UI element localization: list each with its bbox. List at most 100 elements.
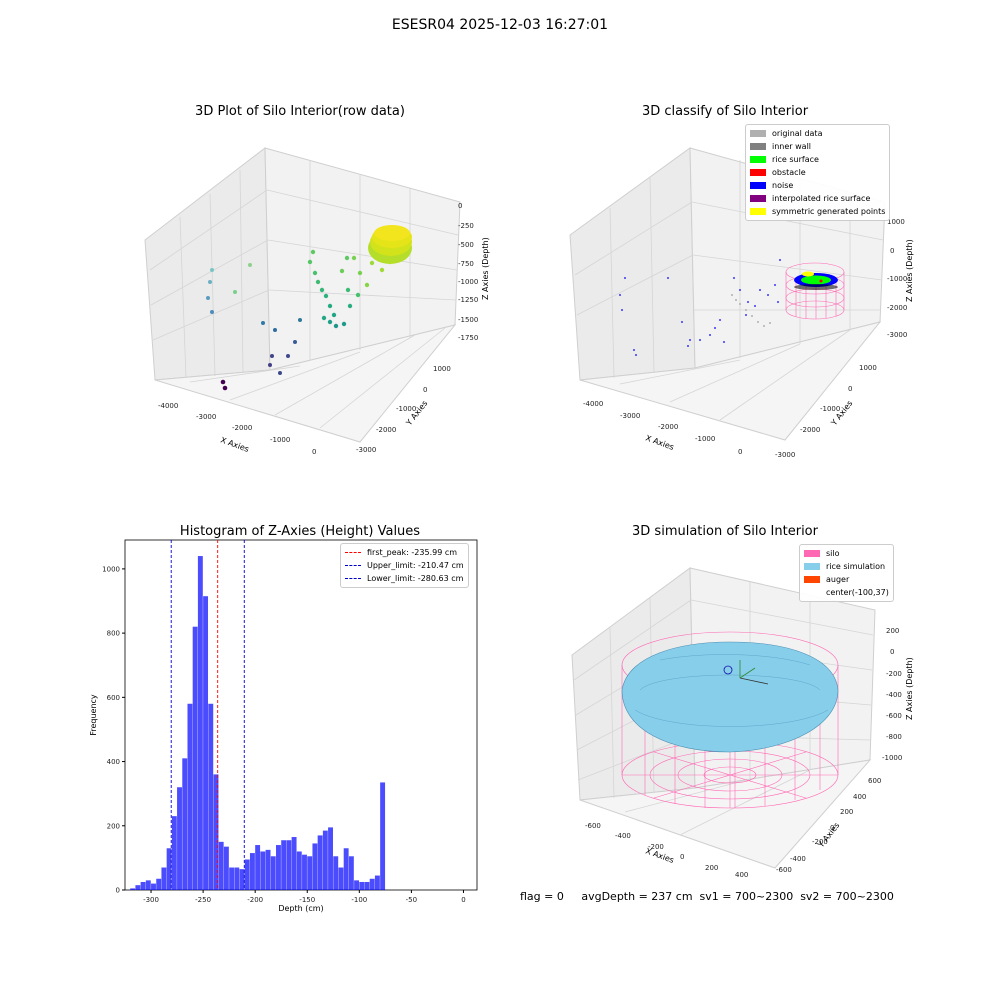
histogram-bar (291, 837, 297, 890)
plot2-ytick: -1000 (820, 405, 840, 413)
plot1-xtick: -4000 (158, 402, 178, 410)
legend-swatch (804, 589, 820, 596)
histogram-bar (338, 867, 344, 890)
plot4-ytick: 0 (830, 824, 834, 832)
histogram-xtick: -150 (299, 896, 315, 904)
legend-label: auger (826, 575, 850, 584)
legend-swatch (750, 195, 766, 202)
histogram-bar (135, 885, 141, 890)
plot2-gridlines (574, 160, 884, 421)
plot4-auger (723, 660, 769, 685)
plot4-ytick: -200 (812, 838, 828, 846)
plot2-noise-points (619, 259, 781, 356)
plot2-ytick: -2000 (800, 426, 820, 434)
histogram-bar (348, 856, 354, 890)
plot4-legend: silo rice simulation auger center(-100,3… (799, 544, 894, 602)
legend-item-lower-limit: Lower_limit: -280.63 cm (345, 572, 464, 585)
legend-item-silo: silo (804, 547, 889, 560)
legend-line (345, 565, 361, 566)
histogram-bar (364, 881, 370, 890)
histogram-xtick: -200 (247, 896, 263, 904)
histogram-bar (151, 883, 156, 890)
plot1-ztick: -1250 (458, 296, 478, 304)
legend-swatch (804, 576, 820, 583)
plot2-original-points (731, 294, 771, 327)
legend-label: obstacle (772, 168, 806, 177)
plot1-ztick: 0 (458, 202, 462, 210)
histogram-bar (265, 849, 271, 890)
legend-label: inner wall (772, 142, 812, 151)
status-line: flag = 0 avgDepth = 237 cm sv1 = 700~230… (520, 890, 894, 903)
histogram-bar (213, 774, 219, 890)
plot4-ztick: 200 (886, 627, 899, 635)
plot1-ztick: -250 (458, 222, 474, 230)
histogram-bar (286, 840, 292, 890)
histogram-yticks: 0 200 400 600 800 1000 (102, 565, 125, 895)
plot2-zlabel: Z Axies (Depth) (905, 239, 914, 302)
plot1-gridlines (149, 160, 459, 429)
legend-label: noise (772, 181, 794, 190)
plot4-axis-ticks: -600 -400 -200 0 200 400 600 400 200 0 -… (585, 627, 902, 879)
legend-item-original-data: original data (750, 127, 885, 140)
plot4-xtick: -600 (585, 822, 601, 830)
plot4-xtick: 200 (705, 864, 718, 872)
histogram-bar (343, 848, 349, 890)
legend-item-upper-limit: Upper_limit: -210.47 cm (345, 559, 464, 572)
legend-swatch (750, 143, 766, 150)
histogram-bar (369, 878, 375, 890)
histogram-bar (374, 875, 380, 890)
plot1-ytick: 1000 (433, 365, 451, 373)
plot1-ytick: 0 (423, 386, 427, 394)
plot4-ytick: 600 (868, 777, 881, 785)
histogram-legend: first_peak: -235.99 cm Upper_limit: -210… (340, 543, 469, 588)
histogram-bar (140, 881, 146, 890)
histogram-xtick: 0 (461, 896, 465, 904)
histogram-xlabel: Depth (cm) (278, 904, 323, 913)
plot2-rice-surface (794, 271, 838, 290)
plot4-ytick: 200 (840, 808, 853, 816)
histogram-bar (203, 596, 209, 890)
plot2-ylabel: Y Axies (829, 399, 855, 428)
legend-label: rice simulation (826, 562, 886, 571)
plot2-ytick: 1000 (859, 364, 877, 372)
histogram-bar (255, 845, 261, 890)
histogram-bar (229, 867, 235, 890)
plot1-xtick: -3000 (196, 413, 216, 421)
histogram-ylabel: Frequency (89, 694, 98, 736)
histogram-bar (166, 848, 172, 890)
plot2-ztick: 0 (890, 247, 894, 255)
histogram-bar (317, 835, 323, 890)
plot4-ztick: 0 (890, 648, 894, 656)
histogram-bar (302, 854, 307, 890)
histogram-chart: -300 -250 -200 -150 -100 -50 0 0 200 400 600 800 10… (89, 539, 478, 913)
histogram-bar (270, 856, 276, 890)
histogram-bar (156, 878, 162, 890)
legend-label: symmetric generated points (772, 207, 886, 216)
legend-swatch (804, 550, 820, 557)
histogram-xtick: -250 (195, 896, 211, 904)
legend-label: rice surface (772, 155, 819, 164)
histogram-xtick: -50 (406, 896, 417, 904)
plot4-zlabel: Z Axies (Depth) (905, 657, 914, 720)
legend-label: interpolated rice surface (772, 194, 871, 203)
histogram-bar (218, 841, 224, 890)
histogram-bar (322, 830, 328, 890)
histogram-bar (208, 703, 214, 890)
histogram-bar (234, 867, 240, 890)
plot2-ytick: -3000 (775, 451, 795, 459)
histogram-bar (223, 846, 229, 890)
plot1-ztick: -500 (458, 241, 474, 249)
histogram-bar (249, 853, 255, 890)
histogram-bar (182, 758, 188, 890)
legend-label: Lower_limit: -280.63 cm (367, 574, 464, 583)
plot2-ztick: -2000 (887, 304, 907, 312)
plot4-ztick: -600 (886, 712, 902, 720)
histogram-xtick: -300 (143, 896, 159, 904)
histogram-ytick: 200 (107, 822, 120, 830)
plot4-ztick: -200 (886, 670, 902, 678)
plot4-xtick: -200 (648, 843, 664, 851)
legend-label: Upper_limit: -210.47 cm (367, 561, 464, 570)
plot1-xtick: -2000 (232, 424, 252, 432)
plot2-legend: original data inner wall rice surface ob… (745, 124, 891, 221)
histogram-ytick: 1000 (102, 565, 120, 573)
